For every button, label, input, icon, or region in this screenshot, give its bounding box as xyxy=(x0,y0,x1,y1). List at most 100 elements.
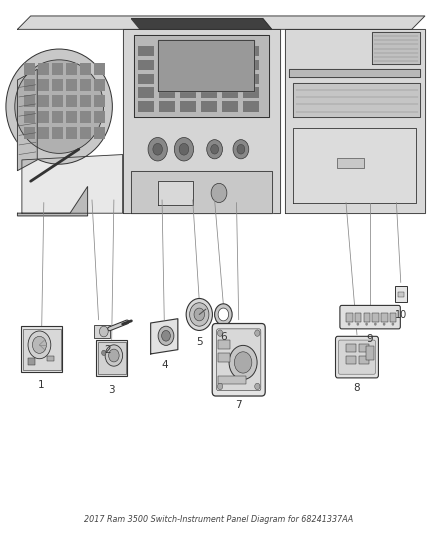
Bar xyxy=(159,101,175,112)
Bar xyxy=(222,87,238,98)
Bar xyxy=(94,63,105,75)
Bar xyxy=(52,127,63,139)
Text: 2017 Ram 3500 Switch-Instrument Panel Diagram for 68241337AA: 2017 Ram 3500 Switch-Instrument Panel Di… xyxy=(85,515,353,524)
Bar xyxy=(243,46,259,56)
Bar xyxy=(337,158,364,168)
Bar xyxy=(52,79,63,91)
Bar xyxy=(138,46,154,56)
Circle shape xyxy=(105,345,123,366)
Circle shape xyxy=(102,350,106,356)
Bar xyxy=(28,358,35,365)
Polygon shape xyxy=(293,83,420,117)
Bar xyxy=(381,313,388,322)
Bar xyxy=(80,95,91,107)
Polygon shape xyxy=(131,171,272,213)
Polygon shape xyxy=(158,40,254,91)
Circle shape xyxy=(153,143,162,155)
Bar xyxy=(23,328,60,370)
Circle shape xyxy=(179,143,189,155)
Circle shape xyxy=(207,140,223,159)
FancyBboxPatch shape xyxy=(340,305,400,329)
Bar xyxy=(222,101,238,112)
Bar xyxy=(24,127,35,139)
Bar xyxy=(218,340,230,349)
Bar xyxy=(38,95,49,107)
Circle shape xyxy=(99,326,108,337)
Ellipse shape xyxy=(6,49,112,164)
Bar xyxy=(66,79,77,91)
Polygon shape xyxy=(158,181,193,205)
Bar xyxy=(346,356,356,364)
Circle shape xyxy=(194,308,205,321)
Bar xyxy=(201,46,217,56)
Bar xyxy=(80,111,91,123)
Bar xyxy=(222,60,238,70)
Bar xyxy=(96,340,127,376)
Circle shape xyxy=(190,303,209,326)
Bar xyxy=(80,63,91,75)
Bar xyxy=(201,74,217,84)
Bar xyxy=(243,74,259,84)
Circle shape xyxy=(233,140,249,159)
Bar xyxy=(180,87,196,98)
Bar xyxy=(24,95,35,107)
Polygon shape xyxy=(18,187,88,216)
Circle shape xyxy=(218,308,229,321)
Circle shape xyxy=(348,322,350,326)
Bar xyxy=(346,313,353,322)
Bar xyxy=(52,95,63,107)
Circle shape xyxy=(234,352,252,373)
Polygon shape xyxy=(123,29,280,213)
Circle shape xyxy=(109,349,119,362)
Bar xyxy=(366,346,374,360)
Bar xyxy=(94,325,110,338)
Text: 5: 5 xyxy=(196,337,203,347)
Bar xyxy=(222,74,238,84)
Bar xyxy=(364,313,370,322)
Text: 6: 6 xyxy=(220,332,227,342)
Bar xyxy=(359,356,369,364)
Bar xyxy=(159,60,175,70)
Bar xyxy=(359,344,369,352)
Circle shape xyxy=(32,336,46,353)
Bar xyxy=(180,60,196,70)
Bar xyxy=(66,63,77,75)
Circle shape xyxy=(255,383,260,390)
Bar xyxy=(222,46,238,56)
Circle shape xyxy=(374,322,377,326)
Text: 8: 8 xyxy=(353,383,360,393)
Bar xyxy=(159,46,175,56)
Bar xyxy=(66,95,77,107)
Text: 3: 3 xyxy=(108,385,115,395)
Bar xyxy=(138,60,154,70)
Bar xyxy=(52,111,63,123)
Bar xyxy=(94,127,105,139)
Bar xyxy=(38,79,49,91)
Bar xyxy=(201,101,217,112)
Bar xyxy=(66,111,77,123)
Bar xyxy=(390,313,396,322)
Bar xyxy=(138,87,154,98)
Ellipse shape xyxy=(15,60,103,154)
Text: 1: 1 xyxy=(38,381,45,390)
Bar xyxy=(24,63,35,75)
Bar xyxy=(52,63,63,75)
Polygon shape xyxy=(22,155,123,213)
Polygon shape xyxy=(18,69,37,171)
Bar xyxy=(98,342,126,374)
Bar xyxy=(94,79,105,91)
Circle shape xyxy=(158,326,174,345)
FancyBboxPatch shape xyxy=(212,324,265,396)
Bar xyxy=(24,111,35,123)
Bar xyxy=(80,79,91,91)
Bar xyxy=(180,101,196,112)
Bar xyxy=(243,60,259,70)
FancyBboxPatch shape xyxy=(339,340,375,374)
Bar xyxy=(180,74,196,84)
Circle shape xyxy=(365,322,368,326)
Circle shape xyxy=(211,144,219,154)
Circle shape xyxy=(357,322,359,326)
Bar xyxy=(66,127,77,139)
Bar xyxy=(38,63,49,75)
Bar xyxy=(47,356,54,361)
